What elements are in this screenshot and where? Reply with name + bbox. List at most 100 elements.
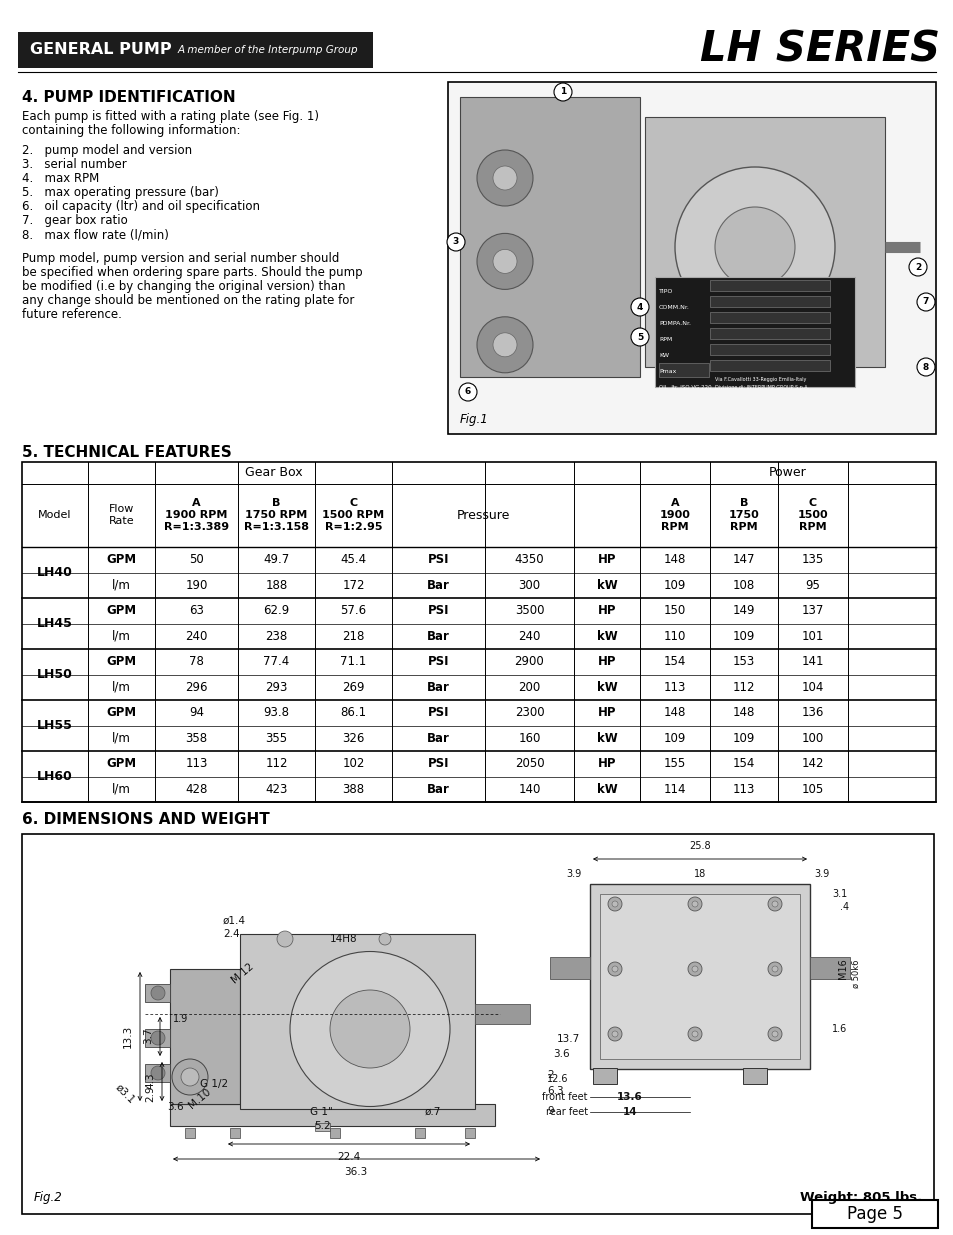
Text: 2: 2 xyxy=(546,1070,553,1079)
Bar xyxy=(415,1128,424,1137)
Circle shape xyxy=(151,986,165,1000)
Text: 113: 113 xyxy=(732,783,755,795)
Text: 13.6: 13.6 xyxy=(617,1092,642,1102)
Text: rear feet: rear feet xyxy=(545,1107,587,1116)
Text: 6: 6 xyxy=(464,388,471,396)
Circle shape xyxy=(612,1031,618,1037)
Text: 6.   oil capacity (ltr) and oil specification: 6. oil capacity (ltr) and oil specificat… xyxy=(22,200,260,212)
Text: Fig.1: Fig.1 xyxy=(459,412,488,426)
Text: Divisione di: INTERPUMP GROUP S.p.A.: Divisione di: INTERPUMP GROUP S.p.A. xyxy=(714,385,808,390)
Circle shape xyxy=(630,329,648,346)
Text: 22.4: 22.4 xyxy=(337,1152,360,1162)
Bar xyxy=(459,98,639,377)
Text: 3.7: 3.7 xyxy=(143,1028,152,1045)
Bar xyxy=(709,280,829,291)
Bar xyxy=(709,345,829,354)
Text: 6. DIMENSIONS AND WEIGHT: 6. DIMENSIONS AND WEIGHT xyxy=(22,811,270,827)
Text: 5.2: 5.2 xyxy=(314,1121,331,1131)
Text: GPM: GPM xyxy=(107,553,136,567)
Text: 3.9: 3.9 xyxy=(566,869,581,879)
Text: Bar: Bar xyxy=(427,680,450,694)
Circle shape xyxy=(771,1031,778,1037)
Bar xyxy=(809,957,849,979)
Text: 200: 200 xyxy=(517,680,540,694)
Text: 2.9: 2.9 xyxy=(145,1086,154,1103)
Bar xyxy=(811,1200,937,1228)
Circle shape xyxy=(607,962,621,976)
Text: 112: 112 xyxy=(265,757,288,771)
Circle shape xyxy=(378,932,391,945)
Text: 3.9: 3.9 xyxy=(814,869,829,879)
Bar xyxy=(145,984,170,1002)
Text: 172: 172 xyxy=(342,579,364,592)
Text: 63: 63 xyxy=(189,604,204,618)
Circle shape xyxy=(767,1028,781,1041)
Text: PSI: PSI xyxy=(427,706,449,719)
Text: M16: M16 xyxy=(837,958,847,979)
Text: HP: HP xyxy=(598,656,616,668)
Text: 148: 148 xyxy=(663,553,685,567)
Bar xyxy=(599,894,800,1058)
Circle shape xyxy=(908,258,926,275)
Circle shape xyxy=(607,897,621,911)
Text: Page 5: Page 5 xyxy=(846,1205,902,1223)
Text: PSI: PSI xyxy=(427,553,449,567)
Text: 57.6: 57.6 xyxy=(340,604,366,618)
Text: HP: HP xyxy=(598,757,616,771)
Text: 2.   pump model and version: 2. pump model and version xyxy=(22,144,192,157)
Text: 2.4: 2.4 xyxy=(223,929,239,939)
Text: 428: 428 xyxy=(185,783,208,795)
Bar xyxy=(550,957,589,979)
Text: 149: 149 xyxy=(732,604,755,618)
Text: TIPO: TIPO xyxy=(659,289,673,294)
Text: LH55: LH55 xyxy=(37,719,72,732)
Text: 110: 110 xyxy=(663,630,685,642)
Text: A
1900
RPM: A 1900 RPM xyxy=(659,499,690,532)
Text: 50: 50 xyxy=(189,553,204,567)
Circle shape xyxy=(691,1031,698,1037)
Text: 5. TECHNICAL FEATURES: 5. TECHNICAL FEATURES xyxy=(22,445,232,459)
Circle shape xyxy=(458,383,476,401)
Text: 155: 155 xyxy=(663,757,685,771)
Text: B
1750
RPM: B 1750 RPM xyxy=(728,499,759,532)
Text: 326: 326 xyxy=(342,732,364,745)
Bar xyxy=(593,1068,617,1084)
Text: RPM: RPM xyxy=(659,337,672,342)
Text: Pump model, pump version and serial number should: Pump model, pump version and serial numb… xyxy=(22,252,339,266)
Text: 153: 153 xyxy=(732,656,755,668)
Circle shape xyxy=(181,1068,199,1086)
Text: GPM: GPM xyxy=(107,656,136,668)
Bar xyxy=(644,117,884,367)
Text: 102: 102 xyxy=(342,757,364,771)
Bar xyxy=(170,1104,495,1126)
Circle shape xyxy=(554,83,572,101)
Text: OIL  ltr. ISO VG 220: OIL ltr. ISO VG 220 xyxy=(659,385,711,390)
Bar xyxy=(709,329,829,338)
Circle shape xyxy=(612,902,618,906)
Text: l/m: l/m xyxy=(112,783,131,795)
Circle shape xyxy=(476,317,533,373)
Text: 358: 358 xyxy=(185,732,208,745)
Text: ø1.4: ø1.4 xyxy=(223,916,246,926)
Text: 108: 108 xyxy=(732,579,755,592)
Text: 140: 140 xyxy=(517,783,540,795)
Text: 113: 113 xyxy=(663,680,685,694)
Text: 6.3: 6.3 xyxy=(546,1086,563,1095)
Text: 423: 423 xyxy=(265,783,288,795)
Circle shape xyxy=(675,167,834,327)
Text: 109: 109 xyxy=(732,630,755,642)
Text: 5.   max operating pressure (bar): 5. max operating pressure (bar) xyxy=(22,186,218,199)
Text: kW: kW xyxy=(596,579,617,592)
Text: 3500: 3500 xyxy=(515,604,543,618)
Text: 36.3: 36.3 xyxy=(344,1167,367,1177)
Circle shape xyxy=(151,1031,165,1045)
Bar xyxy=(709,312,829,324)
Text: LH40: LH40 xyxy=(37,566,72,579)
Circle shape xyxy=(493,332,517,357)
Text: 1.6: 1.6 xyxy=(831,1024,846,1034)
Bar xyxy=(659,363,708,377)
Circle shape xyxy=(276,931,293,947)
Text: 3: 3 xyxy=(453,237,458,247)
Text: 2300: 2300 xyxy=(515,706,544,719)
Circle shape xyxy=(691,966,698,972)
